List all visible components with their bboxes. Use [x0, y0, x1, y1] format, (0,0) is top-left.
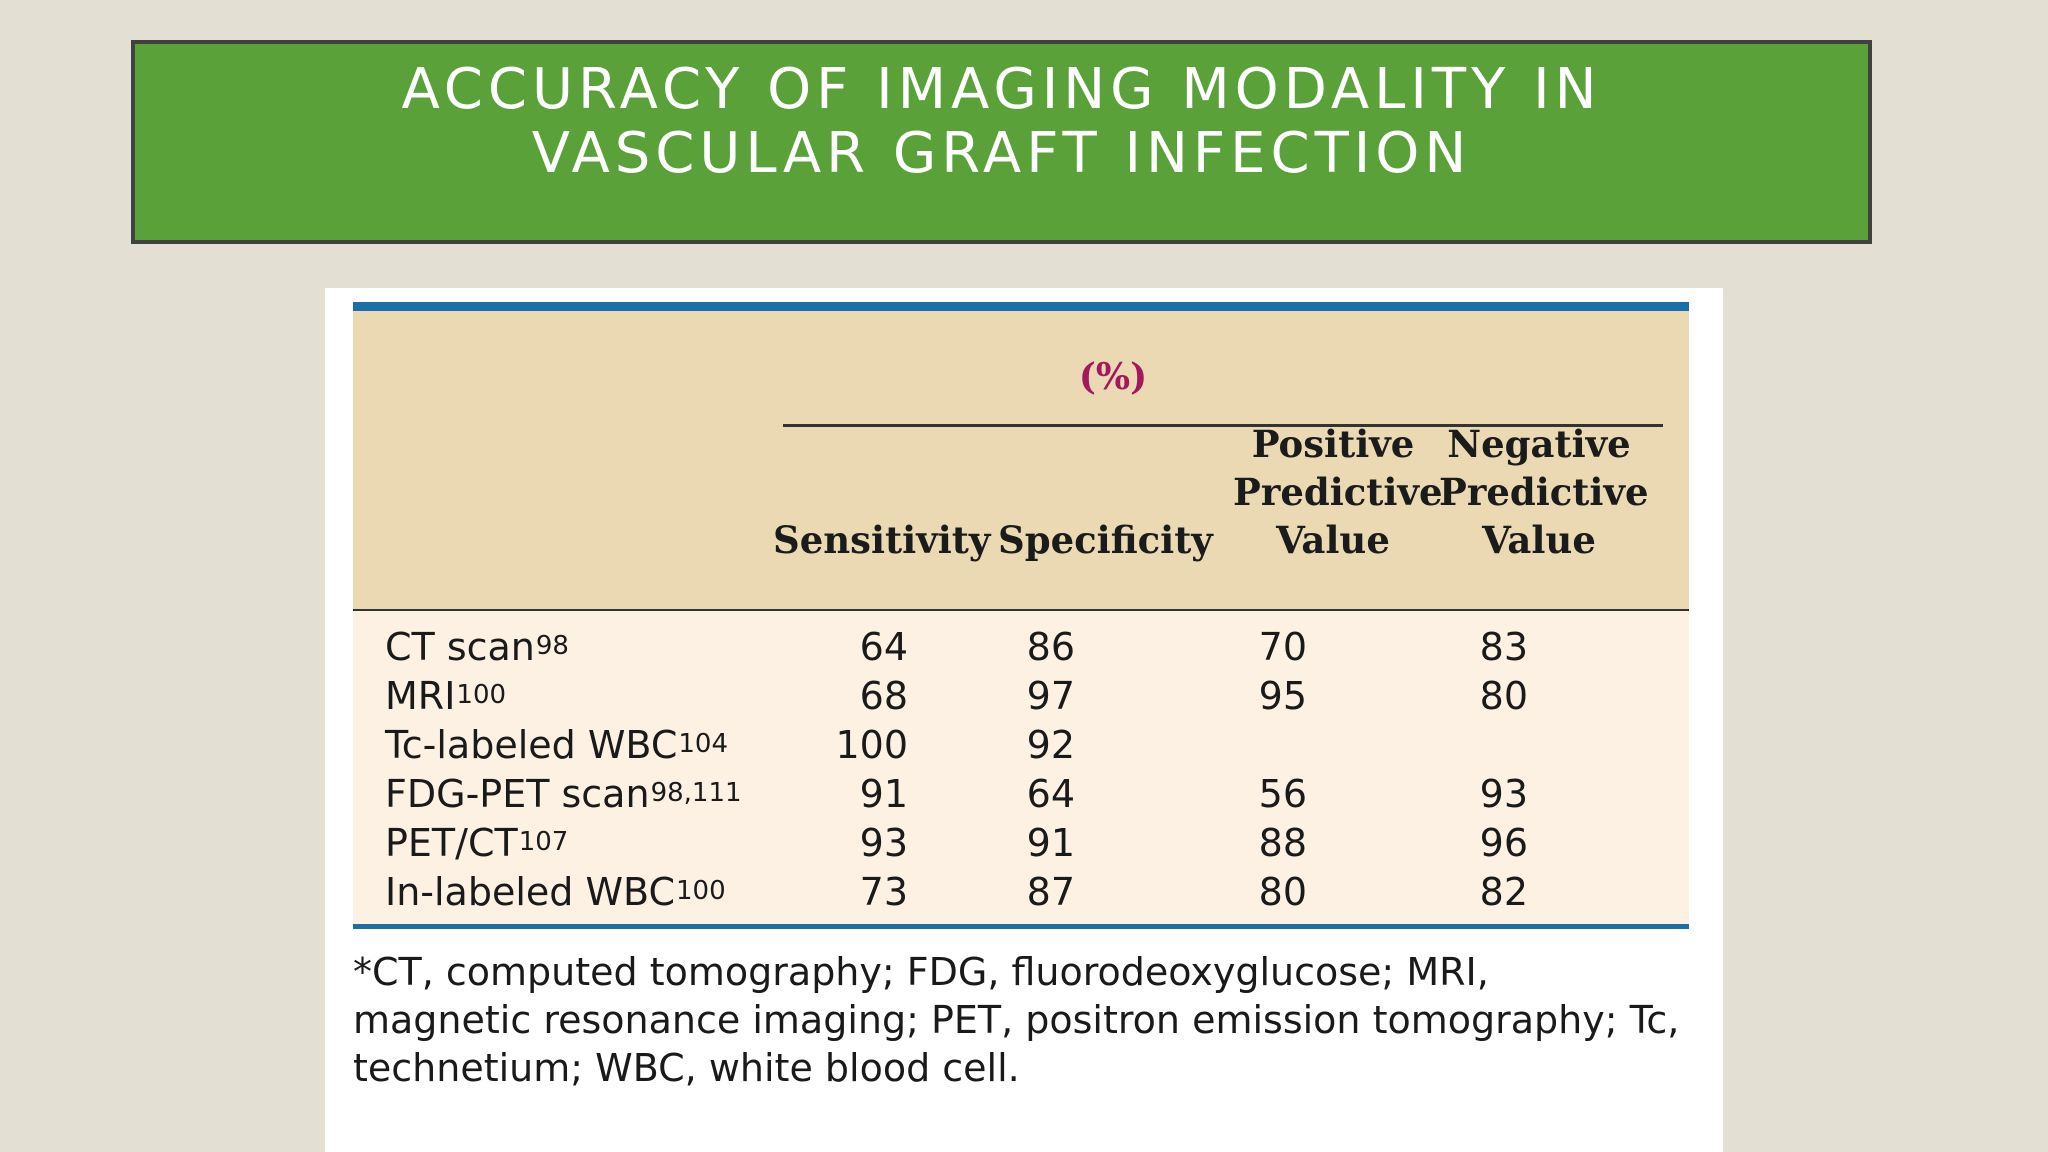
table-cell: 91: [1026, 821, 1075, 865]
table-cell: 70: [1258, 625, 1307, 669]
table-row-label: CT scan98: [385, 625, 569, 669]
column-header-ppv: Positive Predictive Value: [1233, 422, 1443, 562]
table-cell: 88: [1258, 821, 1307, 865]
column-header-specificity: Specificity: [998, 518, 1213, 562]
table-cell: 83: [1479, 625, 1528, 669]
slide-title: ACCURACY OF IMAGING MODALITY IN VASCULAR…: [401, 57, 1602, 186]
table-header: (%) Sensitivity Specificity Positive Pre…: [353, 311, 1689, 609]
table-cell: 80: [1479, 674, 1528, 718]
table-cell: 96: [1479, 821, 1528, 865]
table-row-label: Tc-labeled WBC104: [385, 723, 728, 767]
table-cell: 93: [1479, 772, 1528, 816]
table-cell: 100: [835, 723, 908, 767]
table-cell: 73: [859, 870, 908, 914]
table-row-label: MRI100: [385, 674, 507, 718]
table-row-label: PET/CT107: [385, 821, 569, 865]
table-body: CT scan98 64 86 70 83 MRI100 68 97 95 80…: [353, 611, 1689, 925]
table-cell: 91: [859, 772, 908, 816]
table-cell: 87: [1026, 870, 1075, 914]
group-underline: [783, 424, 1663, 427]
table-cell: 68: [859, 674, 908, 718]
table-cell: 93: [859, 821, 908, 865]
table-cell: 92: [1026, 723, 1075, 767]
table-header-rule: [353, 609, 1689, 612]
column-header-npv: Negative Predictive Value: [1439, 422, 1649, 562]
table-row-label: In-labeled WBC100: [385, 870, 726, 914]
table-cell: 56: [1258, 772, 1307, 816]
table-card: (%) Sensitivity Specificity Positive Pre…: [325, 288, 1723, 1152]
table-footnote: *CT, computed tomography; FDG, fluorodeo…: [353, 950, 1680, 1090]
table-cell: 64: [1026, 772, 1075, 816]
table-cell: 95: [1258, 674, 1307, 718]
column-header-sensitivity: Sensitivity: [773, 518, 991, 562]
table-cell: 64: [859, 625, 908, 669]
table-top-rule: [353, 302, 1689, 311]
slide-title-bar: ACCURACY OF IMAGING MODALITY IN VASCULAR…: [131, 40, 1872, 244]
table-cell: 97: [1026, 674, 1075, 718]
table-cell: 86: [1026, 625, 1075, 669]
percent-group-label: (%): [1078, 356, 1148, 398]
table-row-label: FDG-PET scan98,111: [385, 772, 742, 816]
table-cell: 80: [1258, 870, 1307, 914]
accuracy-table: (%) Sensitivity Specificity Positive Pre…: [353, 302, 1689, 929]
table-cell: 82: [1479, 870, 1528, 914]
table-bottom-rule: [353, 924, 1689, 929]
